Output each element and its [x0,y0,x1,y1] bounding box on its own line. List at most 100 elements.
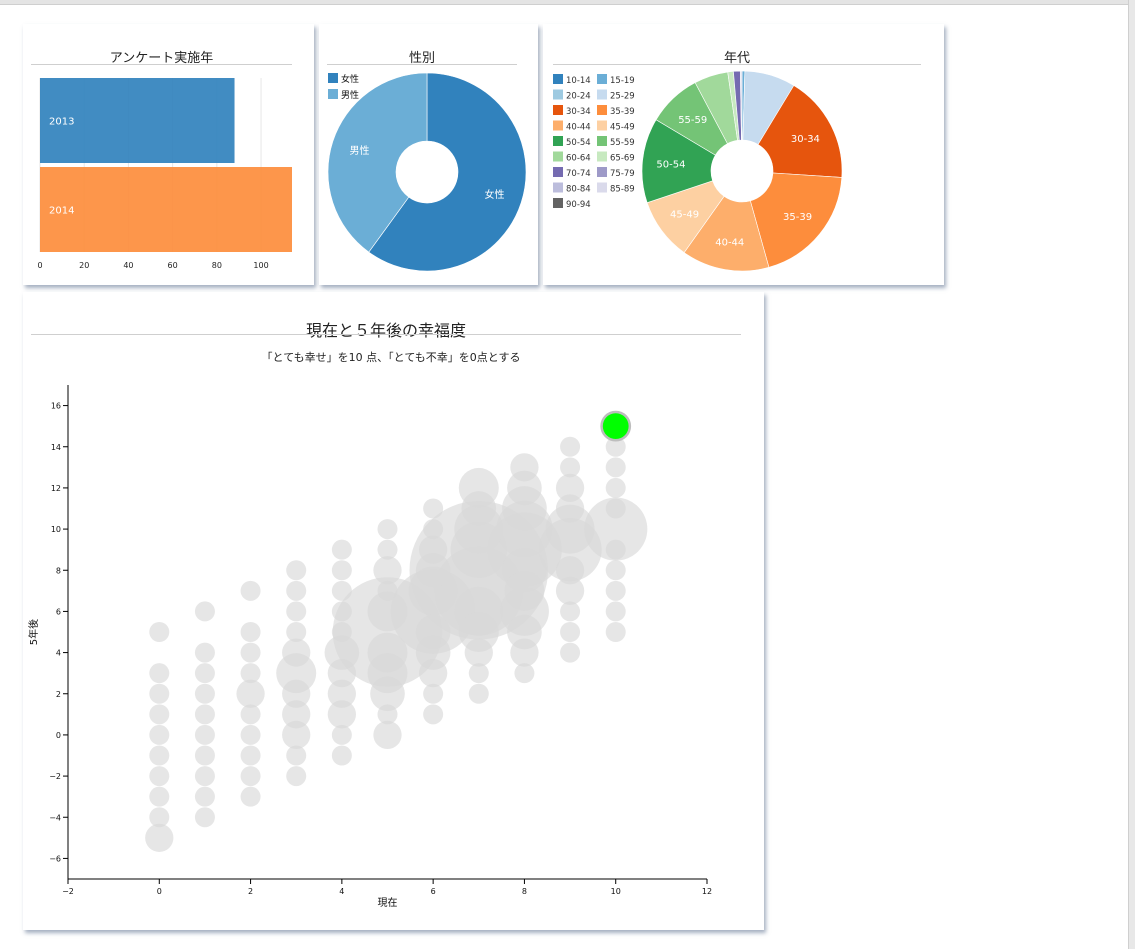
y-tick-label: 2 [56,690,61,699]
age-legend-label-70-74: 70-74 [566,169,591,179]
bubble-point [545,504,595,554]
age-slice-85-89 [739,70,743,141]
age-legend-label-90-94: 90-94 [566,200,591,210]
bubble-point [555,494,585,523]
bubble-point [194,663,215,684]
age-legend-label-15-19: 15-19 [610,76,635,86]
survey-year-bar-chart: 2013 2014 0 20 40 60 80 100 [37,78,292,270]
bubble-point [194,766,215,787]
bubble-point [419,659,448,688]
age-legend-swatch-90-94 [553,198,563,208]
age-legend-label-60-64: 60-64 [566,154,591,164]
window-scrollbar[interactable] [1128,0,1135,949]
survey-year-title: アンケート実施年 [109,51,214,66]
gender-slice-- [368,72,527,272]
age-legend-swatch-30-34 [553,105,563,115]
bubble-point [149,622,170,642]
bubble-point [468,663,489,684]
happiness-panel: 現在と５年後の幸福度 「とても幸せ」を10 点、「とても不幸」を0点とする −2… [23,292,764,930]
y-tick-label: −6 [49,854,61,863]
age-legend-swatch-10-14 [553,74,563,84]
bubble-point [282,679,311,708]
bubble-point [149,766,170,787]
age-legend-swatch-50-54 [553,136,563,146]
bubble-point [605,436,626,457]
gender-legend-label-1: 男性 [341,89,359,101]
bar-label-2014: 2014 [49,206,74,217]
age-legend-swatch-25-29 [597,89,607,100]
age-title: 年代 [723,51,750,66]
bubble-point [194,642,215,663]
bubble-point [560,601,581,622]
bubble-point [377,519,398,540]
bubble-point [555,576,585,605]
bubble-point [276,653,317,694]
bubble-point [240,724,261,745]
bubble-point [560,436,581,457]
y-tick-label: −4 [49,813,61,822]
gender-title: 性別 [408,51,435,66]
bar-x-tick: 20 [79,261,89,270]
bubble-point [286,601,307,622]
bubble-point [149,704,170,725]
bubble-point [458,612,499,652]
age-legend-label-10-14: 10-14 [566,76,591,86]
age-panel: 年代 30-34 35-39 40-44 45-49 50-54 55-59 10-14 15… [543,24,944,285]
bubble-point [423,704,444,725]
bubble-point [367,591,408,632]
age-legend-swatch-40-44 [553,120,563,131]
age-legend-swatch-55-59 [597,136,607,146]
happiness-title: 現在と５年後の幸福度 [305,321,466,340]
bar-2014 [40,167,292,252]
y-tick-label: 12 [51,484,61,493]
bubble-point [560,457,581,478]
age-slice-label-35-39: 35-39 [783,212,812,223]
bubble-point [236,679,265,708]
age-slice-40-44 [683,195,770,272]
age-legend-swatch-75-79 [597,167,607,177]
gender-title-rule [327,64,517,65]
bar-x-tick: 80 [212,261,222,270]
age-legend-label-35-39: 35-39 [610,107,635,117]
bar-label-2013: 2013 [49,117,74,128]
y-axis-label: 5年後 [27,619,40,645]
bubble-point [331,601,352,622]
age-legend-label-80-84: 80-84 [566,185,591,195]
bubble-point [605,622,626,642]
bubble-point [286,745,307,766]
happiness-subtitle: 「とても幸せ」を10 点、「とても不幸」を0点とする [261,351,521,364]
bubble-point [468,683,489,704]
bubble-point [327,659,356,688]
bubble-point [423,498,444,519]
age-legend-label-65-69: 65-69 [610,154,635,164]
bubble-point [331,539,352,560]
bubble-point [324,635,360,670]
bubble-highlight [600,410,632,442]
bubble-point [555,556,585,585]
age-legend-swatch-45-49 [597,120,607,131]
bubble-point [560,642,581,663]
bubble-point [240,766,261,787]
bar-x-tick: 100 [253,261,268,270]
age-legend-label-45-49: 45-49 [610,123,635,133]
age-legend-label-50-54: 50-54 [566,138,591,148]
bar-x-tick: 0 [37,261,42,270]
age-legend-label-55-59: 55-59 [610,138,635,148]
bubble-point [282,720,311,750]
bubble-point [415,635,451,670]
x-tick-label: 8 [522,887,527,896]
bubble-point [507,614,542,650]
bubble-point [377,539,398,560]
age-legend-swatch-60-64 [553,151,563,162]
bubble-point [327,679,356,708]
bubble-point [514,663,535,684]
bubble-point [240,663,261,684]
age-legend-swatch-85-89 [597,182,607,193]
bubble-point [605,477,626,498]
y-tick-label: 14 [51,443,61,452]
gender-slice-- [327,72,428,253]
bubble-point [331,622,352,642]
bubble-point [415,552,451,588]
age-legend-label-20-24: 20-24 [566,92,591,102]
bubble-point [194,745,215,766]
